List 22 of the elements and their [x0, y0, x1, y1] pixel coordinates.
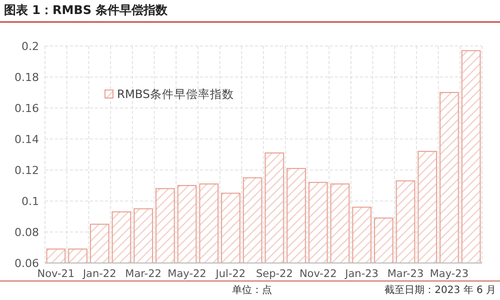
x-tick-label: Jan-22 [82, 268, 116, 280]
x-tick-label: Nov-22 [299, 268, 337, 280]
legend-label: RMBS条件早偿率指数 [117, 87, 234, 101]
y-tick-label: 0.1 [22, 195, 39, 208]
y-tick-label: 0.16 [14, 102, 39, 115]
x-tick-label: May-23 [430, 268, 469, 280]
y-tick-label: 0.06 [14, 257, 39, 270]
x-tick-label: Nov-21 [37, 268, 75, 280]
chart-title: 图表 1：RMBS 条件早偿指数 [4, 3, 169, 17]
x-tick-label: Mar-22 [125, 268, 162, 280]
y-tick-label: 0.2 [22, 40, 39, 53]
y-tick-label: 0.12 [14, 164, 39, 177]
text: 截至日期：2023 年 6 月 [384, 284, 496, 296]
x-tick-label: Mar-23 [387, 268, 424, 280]
x-tick-label: May-22 [168, 268, 206, 280]
x-tick-label: Jul-22 [214, 268, 246, 280]
x-tick-label: Sep-22 [256, 268, 293, 280]
x-tick-label: Jan-23 [344, 268, 378, 280]
y-tick-label: 0.14 [14, 133, 39, 146]
text: 单位：点 [232, 284, 272, 296]
y-tick-label: 0.18 [14, 71, 39, 84]
y-tick-label: 0.08 [14, 226, 39, 239]
